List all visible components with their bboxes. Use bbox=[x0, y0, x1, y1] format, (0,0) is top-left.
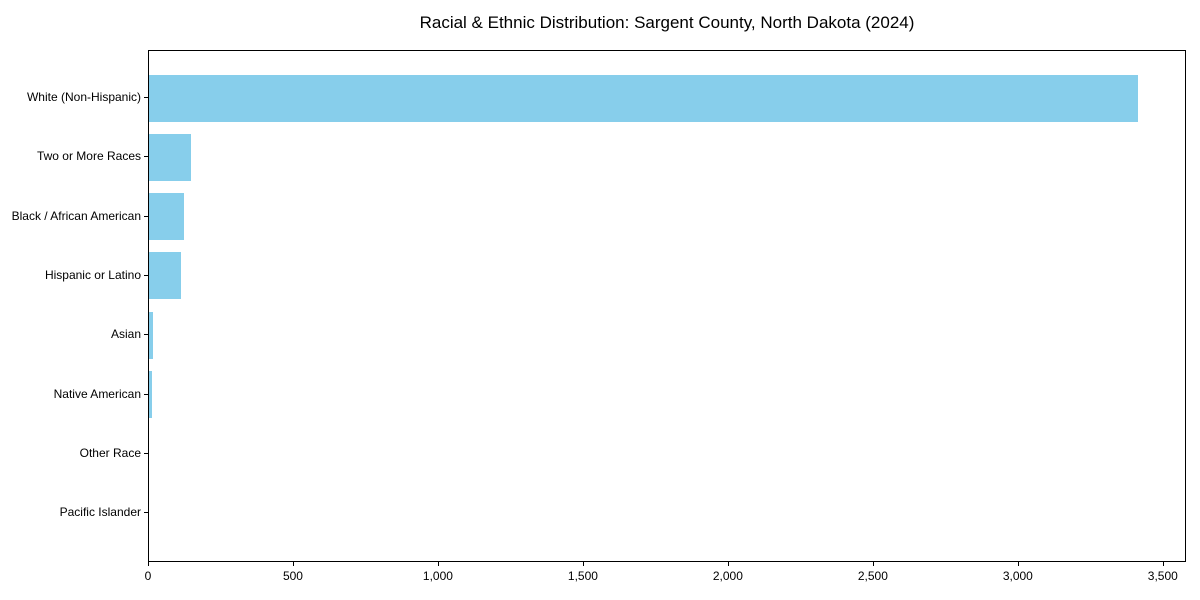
bar-hispanic-or-latino bbox=[149, 252, 181, 300]
x-tick bbox=[437, 562, 439, 566]
y-tick-label: Native American bbox=[53, 386, 141, 401]
y-tick bbox=[144, 274, 148, 276]
y-tick bbox=[144, 393, 148, 395]
y-tick bbox=[144, 156, 148, 158]
x-tick bbox=[872, 562, 874, 566]
y-tick-label: Hispanic or Latino bbox=[44, 267, 141, 282]
bar-white-non-hispanic bbox=[149, 74, 1138, 122]
y-tick-label: Other Race bbox=[79, 445, 141, 460]
x-tick-label: 1,500 bbox=[567, 569, 598, 583]
x-tick-label: 3,000 bbox=[1002, 569, 1033, 583]
y-tick bbox=[144, 97, 148, 98]
bar-native-american bbox=[149, 371, 152, 418]
x-tick-label: 2,500 bbox=[857, 569, 888, 583]
x-tick-label: 500 bbox=[282, 569, 303, 583]
bar-asian bbox=[149, 311, 154, 359]
x-tick-label: 2,000 bbox=[712, 569, 743, 583]
y-tick bbox=[144, 334, 148, 336]
bar-black-african-american bbox=[149, 193, 184, 241]
x-tick bbox=[582, 562, 584, 566]
x-tick bbox=[148, 562, 149, 566]
x-tick bbox=[292, 562, 294, 566]
x-tick bbox=[1162, 562, 1164, 566]
y-tick-label: Pacific Islander bbox=[59, 505, 141, 520]
y-tick bbox=[144, 452, 148, 454]
bar-two-or-more-races bbox=[149, 133, 192, 181]
y-tick-label: White (Non-Hispanic) bbox=[26, 90, 141, 104]
y-tick-label: Black / African American bbox=[11, 208, 141, 223]
plot-area bbox=[148, 50, 1186, 562]
x-tick bbox=[1017, 562, 1019, 566]
x-tick-label: 1,000 bbox=[422, 569, 453, 583]
x-tick-label: 0 bbox=[144, 569, 152, 583]
x-tick-label: 3,500 bbox=[1147, 569, 1178, 583]
y-tick-label: Asian bbox=[110, 327, 141, 342]
x-tick bbox=[727, 562, 729, 566]
y-tick bbox=[144, 215, 148, 217]
y-tick-label: Two or More Races bbox=[36, 149, 141, 164]
y-tick bbox=[144, 512, 148, 514]
chart-title: Racial & Ethnic Distribution: Sargent Co… bbox=[419, 13, 915, 32]
